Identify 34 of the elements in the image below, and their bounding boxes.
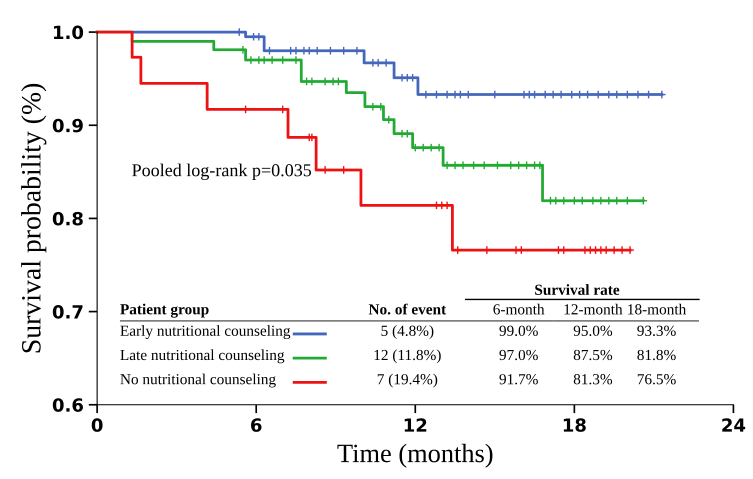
y-tick-label: 0.9: [52, 118, 83, 132]
annotation: 6-month: [493, 304, 544, 314]
annotation: 12 (11.8%): [374, 349, 441, 364]
x-tick-label: 0: [92, 418, 103, 432]
legend-label: Early nutritional counseling: [120, 325, 290, 340]
annotation: 76.5%: [638, 374, 676, 384]
x-tick-label: 12: [404, 418, 426, 432]
x-tick-label: 6: [251, 418, 262, 432]
annotation: 5 (4.8%): [381, 325, 434, 340]
annotation: 95.0%: [574, 326, 612, 336]
annotation: Pooled log-rank p=0.035: [132, 164, 312, 180]
annotation: Survival rate: [535, 284, 620, 295]
annotation: 7 (19.4%): [378, 374, 438, 388]
x-tick-label: 24: [722, 418, 746, 432]
y-tick-label: 0.7: [52, 305, 83, 319]
annotation: 12-month: [564, 304, 622, 314]
annotation: 91.7%: [499, 374, 538, 384]
annotation: 87.5%: [574, 350, 612, 360]
legend-label: Late nutritional counseling: [120, 349, 284, 364]
annotation: 93.3%: [637, 326, 676, 336]
annotation: 81.3%: [574, 374, 612, 384]
y-tick-label: 0.6: [52, 398, 83, 412]
annotation: Patient group: [120, 304, 209, 318]
y-tick-label: 0.8: [52, 212, 83, 226]
legend-label: No nutritional counseling: [120, 374, 276, 388]
y-axis-title: Survival probability (%): [21, 84, 46, 352]
annotation: 18-month: [628, 304, 686, 314]
y-tick-label: 1.0: [54, 26, 84, 40]
x-axis-title: Time (months): [337, 444, 492, 468]
annotation: 97.0%: [499, 350, 538, 360]
x-tick-label: 18: [564, 418, 586, 432]
annotation: 81.8%: [637, 350, 676, 360]
annotation: No. of event: [368, 304, 446, 315]
annotation: 99.0%: [499, 326, 538, 336]
